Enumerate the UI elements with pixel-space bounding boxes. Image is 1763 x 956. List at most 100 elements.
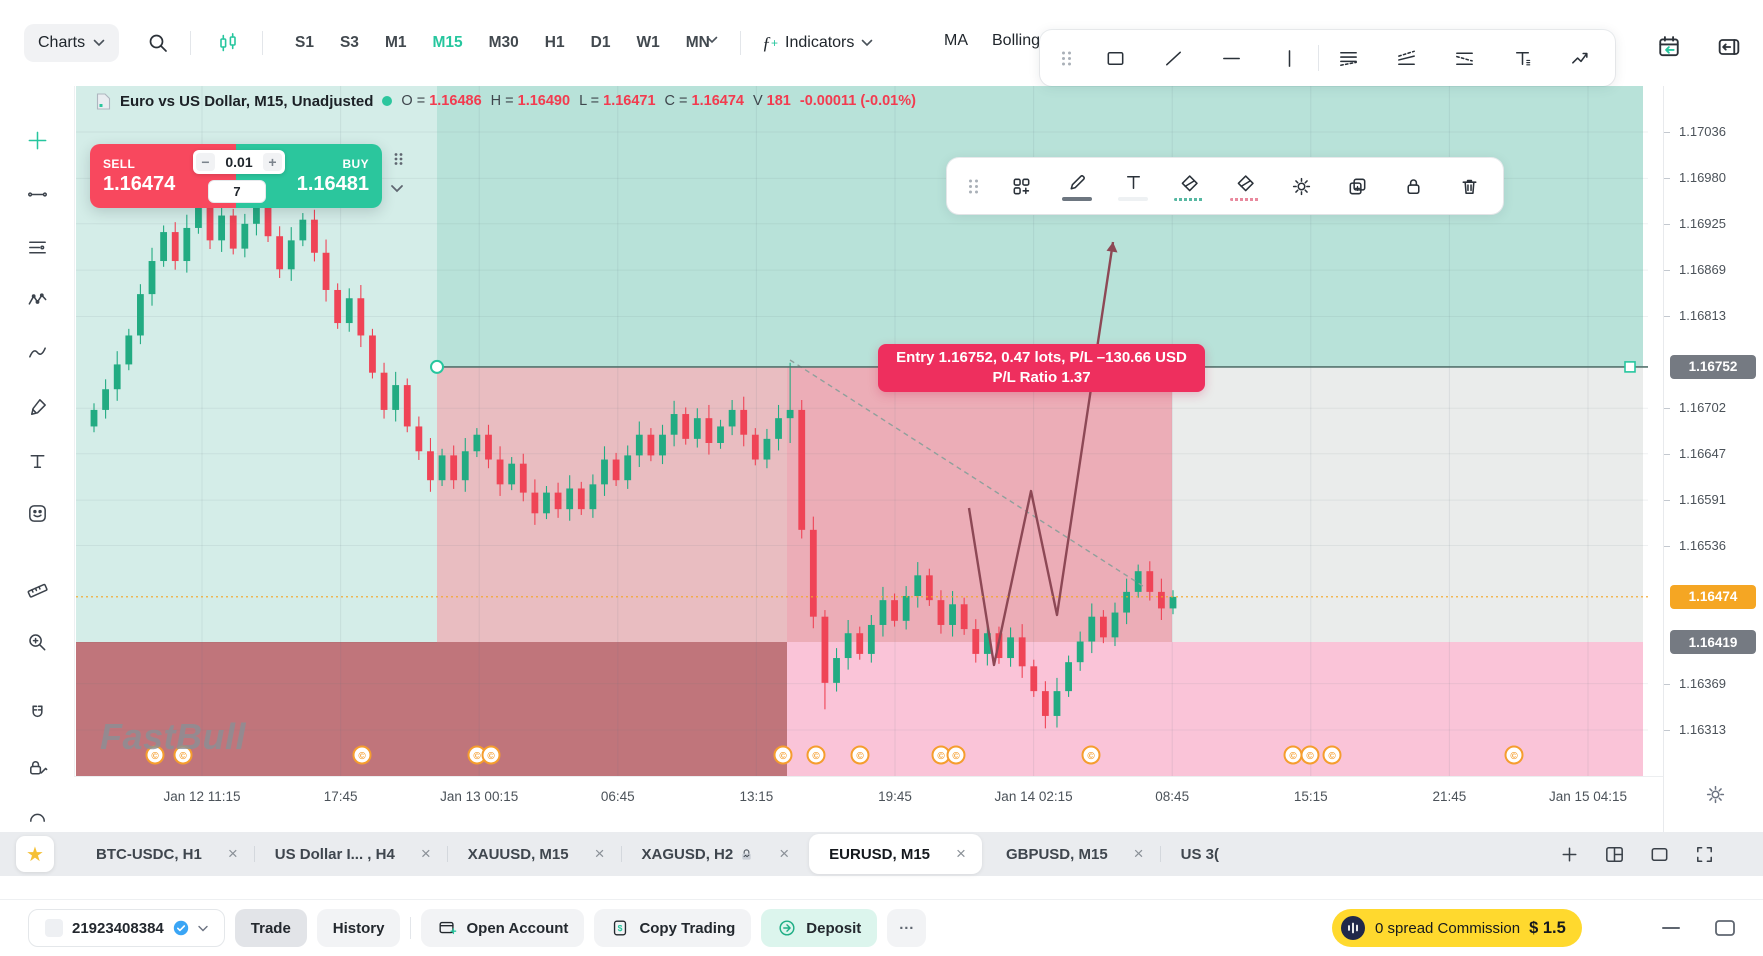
event-marker[interactable]: ©: [1081, 745, 1101, 765]
event-marker[interactable]: ©: [1322, 745, 1342, 765]
tab-xagusd[interactable]: XAGUSD, H2 ×: [622, 832, 806, 876]
close-icon[interactable]: ×: [956, 844, 966, 863]
ma-indicator-button[interactable]: MA: [944, 32, 968, 49]
layout-grid-icon[interactable]: [1603, 843, 1626, 866]
open-account-button[interactable]: Open Account: [421, 909, 585, 947]
timeframe-m1[interactable]: M1: [372, 24, 420, 62]
minimize-icon[interactable]: [1652, 909, 1690, 947]
brush-icon[interactable]: [17, 387, 57, 427]
timeframe-s1[interactable]: S1: [282, 24, 327, 62]
forecast-zigzag-arrow[interactable]: [967, 241, 1115, 667]
lot-increase-button[interactable]: +: [263, 153, 282, 171]
candlestick-icon[interactable]: [216, 31, 240, 55]
search-icon[interactable]: [146, 31, 170, 55]
trendline-tool-icon[interactable]: [1144, 30, 1202, 86]
event-marker[interactable]: ©: [850, 745, 870, 765]
favorites-star-button[interactable]: ★: [16, 836, 54, 872]
buy-button[interactable]: BUY 1.16481: [236, 144, 382, 208]
text-tool-icon[interactable]: [1493, 30, 1551, 86]
time-axis[interactable]: Jan 12 11:15 17:45 Jan 13 00:15 06:45 13:15 1…: [74, 776, 1663, 833]
timeframe-m30[interactable]: M30: [476, 24, 532, 62]
event-marker[interactable]: ©: [481, 745, 501, 765]
event-marker[interactable]: ©: [1283, 745, 1303, 765]
tab-us-3-[interactable]: US 3(: [1161, 832, 1235, 876]
trend-line-icon[interactable]: [17, 174, 57, 214]
descending-channel-icon[interactable]: [1435, 30, 1493, 86]
emoji-icon[interactable]: [17, 493, 57, 533]
horizontal-lines-icon[interactable]: [17, 227, 57, 267]
timeframe-m15[interactable]: M15: [419, 24, 475, 62]
lot-decrease-button[interactable]: −: [196, 153, 215, 171]
projection-dashed-line[interactable]: [789, 359, 1147, 589]
close-icon[interactable]: ×: [594, 844, 605, 863]
pencil-icon[interactable]: [1049, 158, 1105, 214]
text-annotation-icon[interactable]: [17, 441, 57, 481]
fullscreen-icon[interactable]: [1693, 843, 1716, 866]
zoom-in-icon[interactable]: [17, 622, 57, 662]
tab-xauusd[interactable]: XAUUSD, M15 ×: [448, 832, 621, 876]
indicators-button[interactable]: ƒ + Indicators: [762, 24, 873, 62]
fill-style-icon-up[interactable]: [1161, 158, 1217, 214]
event-marker[interactable]: ©: [946, 745, 966, 765]
curve-icon[interactable]: [17, 333, 57, 373]
timeframe-d1[interactable]: D1: [578, 24, 624, 62]
horizontal-line-tool-icon[interactable]: [1202, 30, 1260, 86]
collapse-panel-icon[interactable]: [1712, 30, 1746, 64]
timeframe-w1[interactable]: W1: [623, 24, 672, 62]
timeframe-mn[interactable]: MN: [673, 24, 723, 62]
tab-us-dollar-i-[interactable]: US Dollar I... , H4 ×: [255, 832, 447, 876]
position-entry-label[interactable]: Entry 1.16752, 0.47 lots, P/L –130.66 US…: [878, 344, 1205, 392]
tab-btc-usdc[interactable]: BTC-USDC, H1 ×: [76, 832, 254, 876]
lock-icon[interactable]: [1385, 158, 1441, 214]
lot-size-value[interactable]: 0.01: [225, 154, 253, 170]
close-icon[interactable]: ×: [227, 844, 238, 863]
rectangle-tool-icon[interactable]: [1086, 30, 1144, 86]
calendar-sync-icon[interactable]: [1652, 30, 1686, 64]
more-tool-icon[interactable]: [17, 792, 57, 832]
measure-icon[interactable]: [17, 570, 57, 610]
price-axis[interactable]: 1.17036 1.16980 1.16925 1.16869 1.16813 1.167…: [1663, 86, 1763, 832]
event-marker[interactable]: ©: [1300, 745, 1320, 765]
timeframe-s3[interactable]: S3: [327, 24, 372, 62]
timeframes-chevron-down-icon[interactable]: [706, 36, 718, 44]
trash-icon[interactable]: [1441, 158, 1497, 214]
ascending-channel-icon[interactable]: [1377, 30, 1435, 86]
close-icon[interactable]: ×: [1133, 844, 1144, 863]
trade-tab-button[interactable]: Trade: [234, 909, 307, 947]
event-marker[interactable]: ©: [145, 745, 165, 765]
crosshair-plus-icon[interactable]: [17, 120, 57, 160]
event-marker[interactable]: ©: [1504, 745, 1524, 765]
layout-single-icon[interactable]: [1648, 843, 1671, 866]
tab-eurusd[interactable]: EURUSD, M15 ×: [809, 834, 982, 874]
event-marker[interactable]: ©: [173, 745, 193, 765]
template-add-icon[interactable]: [993, 158, 1049, 214]
deposit-button[interactable]: Deposit: [761, 909, 878, 947]
order-panel-collapse-chevron[interactable]: [390, 184, 404, 193]
close-icon[interactable]: ×: [779, 844, 790, 863]
event-marker[interactable]: ©: [773, 745, 793, 765]
pattern-icon[interactable]: [17, 280, 57, 320]
entry-line-left-handle[interactable]: [430, 359, 444, 374]
timeframe-h1[interactable]: H1: [532, 24, 578, 62]
account-selector[interactable]: 21923408384: [28, 909, 225, 947]
fill-style-icon-down[interactable]: [1217, 158, 1273, 214]
magnet-icon[interactable]: [17, 693, 57, 733]
text-style-icon[interactable]: [1105, 158, 1161, 214]
zigzag-arrow-icon[interactable]: [1551, 30, 1609, 86]
drag-handle-icon[interactable]: [1046, 30, 1086, 86]
history-tab-button[interactable]: History: [316, 909, 401, 947]
event-marker[interactable]: ©: [352, 745, 372, 765]
parallel-channel-icon[interactable]: [1319, 30, 1377, 86]
promo-banner[interactable]: 0 spread Commission $ 1.5: [1332, 909, 1582, 947]
lock-drawings-icon[interactable]: [17, 747, 57, 787]
drag-handle-icon[interactable]: [953, 158, 993, 214]
event-marker[interactable]: ©: [806, 745, 826, 765]
gear-icon[interactable]: [1273, 158, 1329, 214]
charts-menu-button[interactable]: Charts: [24, 24, 120, 62]
order-panel-drag-handle[interactable]: [392, 152, 405, 166]
more-options-button[interactable]: ···: [887, 909, 927, 947]
close-icon[interactable]: ×: [420, 844, 431, 863]
tab-gbpusd[interactable]: GBPUSD, M15 ×: [986, 832, 1160, 876]
chart-legend[interactable]: Euro vs US Dollar, M15, Unadjusted O = 1…: [96, 90, 916, 112]
